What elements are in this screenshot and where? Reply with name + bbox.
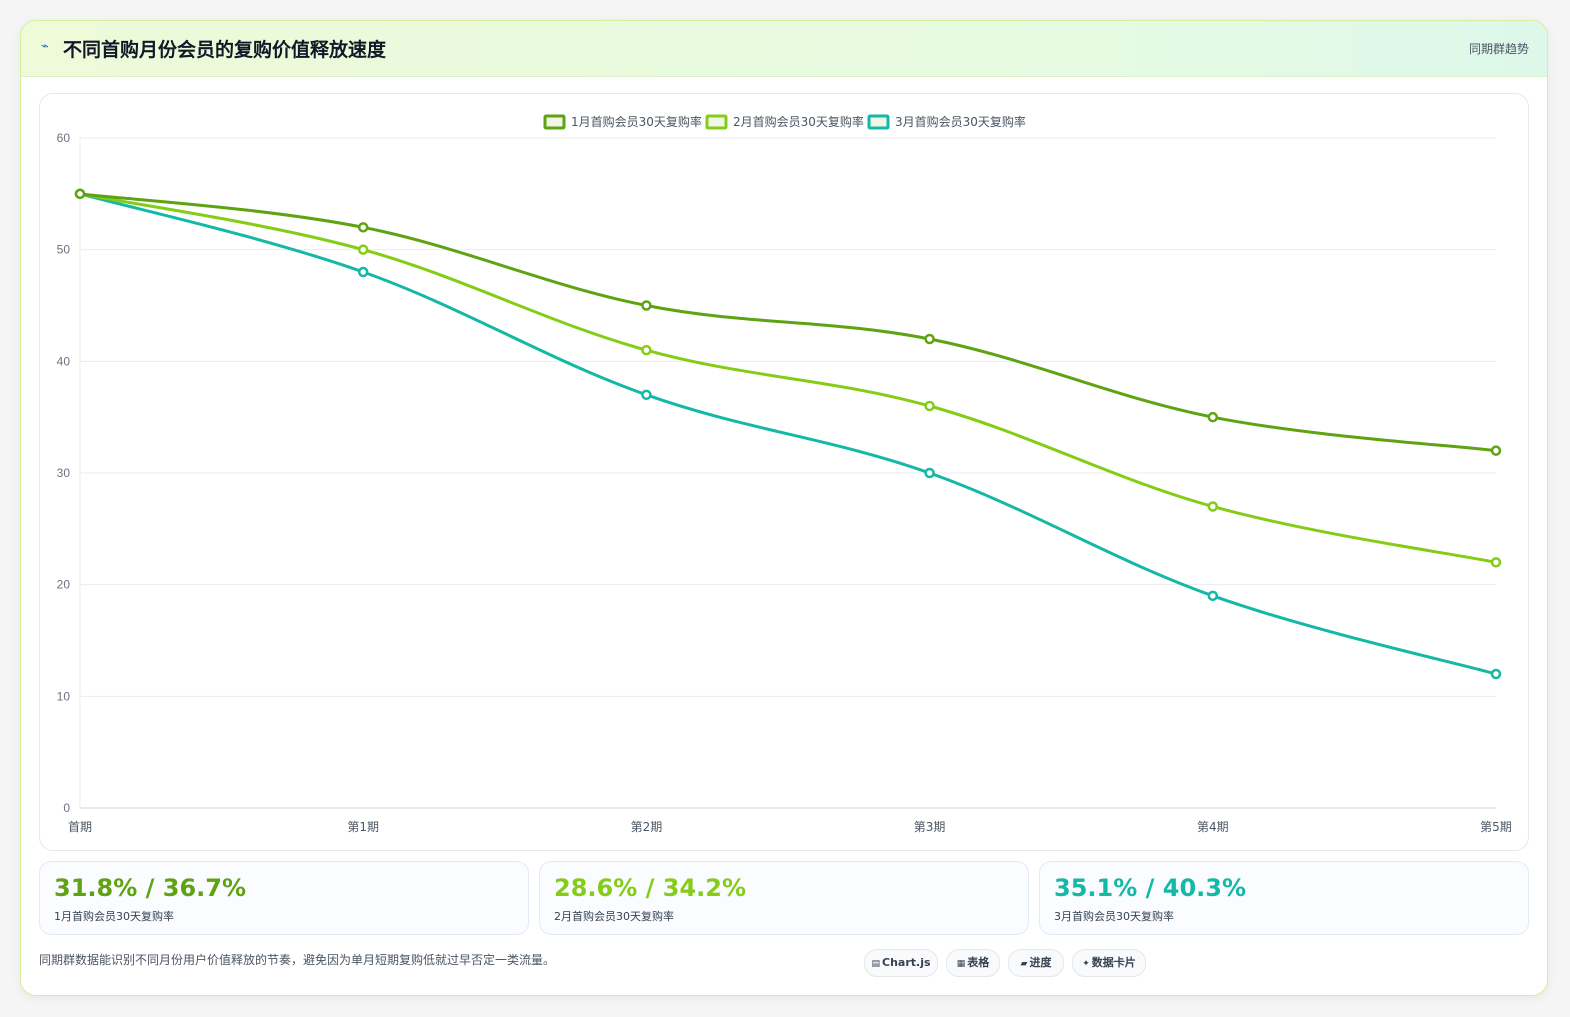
card-header: ⌁ 不同首购月份会员的复购价值释放速度 同期群趋势 <box>21 21 1547 77</box>
legend-label: 1月首购会员30天复购率 <box>571 114 702 129</box>
stat-label: 3月首购会员30天复购率 <box>1054 910 1174 923</box>
x-tick-label: 第1期 <box>347 820 379 834</box>
x-tick-label: 第4期 <box>1197 820 1229 834</box>
lightning-icon: ⌁ <box>41 39 49 54</box>
y-tick-label: 60 <box>57 131 71 145</box>
data-point <box>641 344 652 356</box>
y-tick-label: 20 <box>57 578 71 592</box>
line-chart: 0 10 20 30 40 50 60 首期 第1期 第2期 第3期 第4期 第5期 1月首购会员30天复… <box>57 114 1512 834</box>
stat-value: 28.6% / 34.2% <box>554 874 746 902</box>
legend-label: 2月首购会员30天复购率 <box>733 114 864 129</box>
sparkle-icon: ✦ <box>1082 959 1090 969</box>
badge-progress[interactable]: ▰ 进度 <box>1008 949 1064 977</box>
stat-card-2: 28.6% / 34.2% 2月首购会员30天复购率 <box>539 861 1029 935</box>
stat-card-1: 31.8% / 36.7% 1月首购会员30天复购率 <box>39 861 529 935</box>
stat-label: 2月首购会员30天复购率 <box>554 910 674 923</box>
header-tag: 同期群趋势 <box>1468 42 1529 56</box>
legend-label: 3月首购会员30天复购率 <box>895 114 1026 129</box>
x-tick-label: 首期 <box>68 820 92 834</box>
series-line <box>79 192 1497 676</box>
progress-icon: ▰ <box>1020 959 1028 969</box>
badge-label: 数据卡片 <box>1091 956 1136 969</box>
badge-table[interactable]: ▦ 表格 <box>946 949 1000 977</box>
y-tick-label: 40 <box>57 354 71 368</box>
badge-label: 进度 <box>1029 956 1052 969</box>
stat-cards: 31.8% / 36.7% 1月首购会员30天复购率 28.6% / 34.2%… <box>39 861 1529 935</box>
x-tick-label: 第2期 <box>631 820 663 834</box>
series-line <box>79 192 1497 564</box>
stat-label: 1月首购会员30天复购率 <box>54 910 174 923</box>
legend-swatch <box>867 114 890 130</box>
badge-label: 表格 <box>967 956 990 969</box>
data-point <box>1490 668 1502 680</box>
stat-value: 31.8% / 36.7% <box>54 874 246 902</box>
page-title: 不同首购月份会员的复购价值释放速度 <box>63 39 387 61</box>
y-tick-label: 10 <box>57 689 71 703</box>
series-line <box>79 192 1497 453</box>
stat-value: 35.1% / 40.3% <box>1054 874 1246 902</box>
data-point <box>1207 411 1219 423</box>
badge-data-card[interactable]: ✦ 数据卡片 <box>1072 949 1146 977</box>
data-point <box>357 222 369 233</box>
data-point <box>924 400 935 412</box>
x-tick-label: 第5期 <box>1480 820 1512 834</box>
data-point <box>357 244 369 255</box>
x-tick-label: 第3期 <box>914 820 946 834</box>
data-point <box>74 188 86 200</box>
data-point <box>924 333 935 345</box>
y-tick-label: 0 <box>63 801 70 815</box>
stat-card-3: 35.1% / 40.3% 3月首购会员30天复购率 <box>1039 861 1529 935</box>
data-point <box>1490 557 1502 568</box>
data-point <box>641 300 652 311</box>
data-point <box>357 266 369 278</box>
data-point <box>1207 501 1219 512</box>
y-tick-label: 50 <box>57 243 71 257</box>
table-icon: ▦ <box>956 959 966 969</box>
chart-icon: ▤ <box>871 959 880 969</box>
badge-label: Chart.js <box>882 956 931 969</box>
data-point <box>641 389 652 401</box>
y-tick-label: 30 <box>57 466 71 480</box>
data-point <box>1490 445 1502 456</box>
footer-note: 同期群数据能识别不同月份用户价值释放的节奏，避免因为单月短期复购低就过早否定一类… <box>39 953 556 967</box>
line-chart-container: 0 10 20 30 40 50 60 首期 第1期 第2期 第3期 第4期 第5期 1月首购会员30天复… <box>39 93 1529 851</box>
chart-card: ⌁ 不同首购月份会员的复购价值释放速度 同期群趋势 0 10 20 30 40 50 60 首… <box>20 20 1548 996</box>
badge-chartjs[interactable]: ▤ Chart.js <box>864 949 938 977</box>
data-point <box>1207 590 1219 602</box>
data-point <box>924 467 935 479</box>
legend-swatch <box>705 114 728 130</box>
legend-swatch <box>543 114 566 130</box>
